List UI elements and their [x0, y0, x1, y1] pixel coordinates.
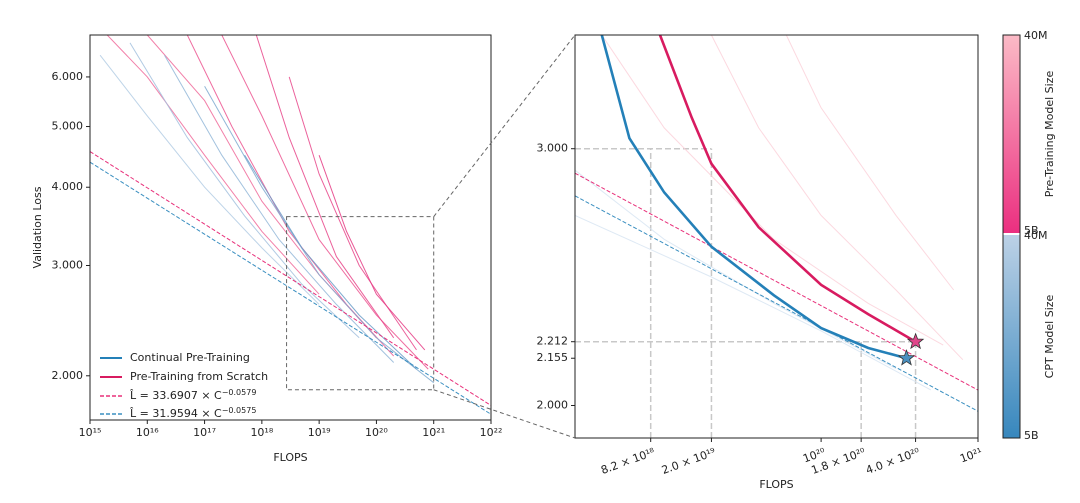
- y-tick-label: 6.000: [52, 70, 84, 83]
- legend-formula: L̂ = 31.9594 × C: [129, 407, 222, 420]
- x-tick-label: 10²⁰: [365, 426, 388, 439]
- x-tick-label: 10¹⁶: [136, 426, 159, 439]
- run-curve: [575, 169, 897, 370]
- colorbar-tick: 5B: [1024, 224, 1039, 237]
- x-axis-label: FLOPS: [273, 451, 307, 464]
- x-tick-label: 10²¹: [958, 445, 984, 465]
- y-tick-label: 2.155: [537, 351, 569, 364]
- y-axis-label: Validation Loss: [31, 186, 44, 268]
- colorbar-label: Pre-Training Model Size: [1043, 71, 1056, 198]
- main-curve: [658, 35, 917, 343]
- colorbar-segment: [1003, 35, 1020, 233]
- run-curve: [204, 85, 435, 384]
- x-tick-label: 10¹⁷: [193, 426, 216, 439]
- legend-exponent: −0.0575: [222, 406, 257, 415]
- y-tick-label: 4.000: [52, 180, 84, 193]
- main-curve: [600, 35, 907, 360]
- legend-exponent: −0.0579: [222, 388, 257, 397]
- run-curve: [186, 35, 395, 357]
- x-tick-label: 10²¹: [422, 426, 445, 439]
- x-tick-label: 10¹⁹: [308, 426, 331, 439]
- axes-frame: [89, 34, 492, 421]
- y-tick-label: 5.000: [52, 120, 84, 133]
- legend-label: L̂ = 33.6907 × C−0.0579: [129, 388, 256, 403]
- x-tick-label: 8.2 × 10¹⁸: [599, 445, 657, 477]
- legend-formula: L̂ = 33.6907 × C: [129, 389, 222, 402]
- run-curve: [785, 35, 955, 291]
- colorbar-tick: 5B: [1024, 429, 1039, 442]
- fit-line: [575, 195, 978, 412]
- run-curve: [221, 35, 429, 370]
- zoom-box: [286, 216, 435, 391]
- x-tick-label: 2.0 × 10¹⁹: [660, 445, 718, 477]
- star-marker: [897, 349, 916, 366]
- run-curve: [129, 42, 360, 339]
- x-tick-label: 4.0 × 10²⁰: [864, 445, 922, 477]
- y-tick-label: 3.000: [537, 142, 569, 155]
- x-axis-label: FLOPS: [759, 478, 793, 491]
- zoom-connector: [433, 389, 576, 439]
- colorbar-label: CPT Model Size: [1043, 294, 1056, 378]
- run-curve: [601, 35, 944, 346]
- zoom-connector: [433, 34, 576, 217]
- colorbar-tick: 40M: [1024, 229, 1048, 242]
- star-marker: [906, 332, 925, 350]
- run-curve: [106, 35, 320, 295]
- y-tick-label: 3.000: [52, 258, 84, 271]
- colorbar-segment: [1003, 235, 1020, 438]
- plot-area: [575, 35, 978, 412]
- x-tick-label: 10¹⁵: [79, 426, 102, 439]
- y-tick-label: 2.000: [52, 369, 84, 382]
- y-tick-label: 2.000: [537, 399, 569, 412]
- run-curve: [255, 35, 395, 339]
- colorbar-tick: 40M: [1024, 29, 1048, 42]
- fit-line: [90, 161, 491, 415]
- x-tick-label: 10²²: [480, 426, 503, 439]
- run-curve: [575, 214, 932, 391]
- plot-area: [90, 35, 491, 415]
- run-curve: [710, 35, 964, 361]
- legend-label: L̂ = 31.9594 × C−0.0575: [129, 406, 256, 421]
- run-curve: [244, 154, 417, 370]
- fit-line: [575, 172, 978, 391]
- legend-label: Pre-Training from Scratch: [130, 370, 268, 383]
- run-curve: [288, 76, 417, 351]
- x-tick-label: 10¹⁸: [250, 426, 273, 439]
- fit-line: [90, 151, 491, 406]
- axes-frame: [574, 34, 979, 439]
- y-tick-label: 2.212: [537, 335, 569, 348]
- run-curve: [164, 54, 395, 363]
- colorbar-frame: [1002, 34, 1021, 439]
- run-curve: [318, 155, 426, 351]
- run-curve: [99, 54, 320, 305]
- legend-label: Continual Pre-Training: [130, 351, 250, 364]
